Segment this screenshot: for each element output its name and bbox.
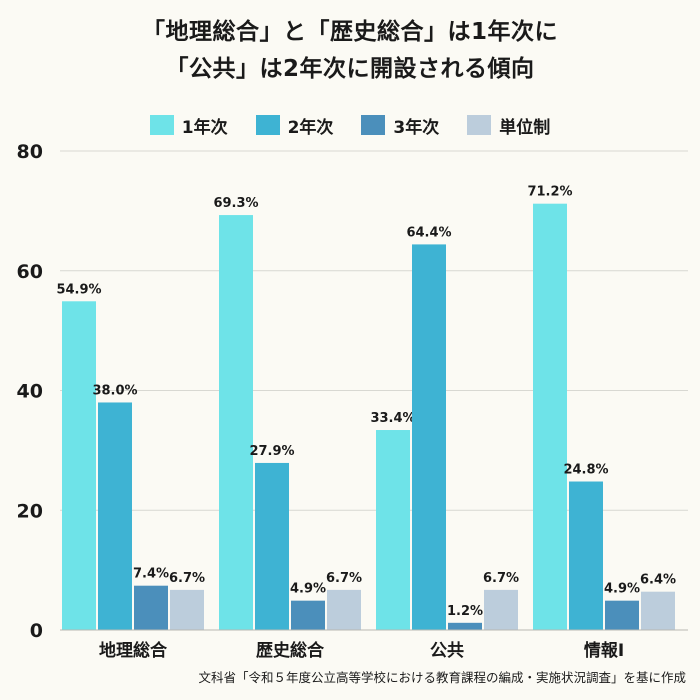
x-tick-label-1: 歴史総合 <box>256 640 325 661</box>
bar-1-2 <box>291 600 325 630</box>
bar-0-0 <box>62 301 96 630</box>
value-label-1-0: 69.3% <box>213 196 258 211</box>
value-label-0-2: 7.4% <box>133 567 169 582</box>
value-label-0-0: 54.9% <box>56 282 101 297</box>
y-tick-label-40: 40 <box>17 381 43 403</box>
value-label-3-3: 6.4% <box>640 573 676 588</box>
value-label-1-3: 6.7% <box>326 571 362 586</box>
bar-3-1 <box>569 481 603 630</box>
chart-title-line-2: 「公共」は2年次に開設される傾向 <box>165 56 535 82</box>
value-label-2-3: 6.7% <box>483 571 519 586</box>
value-label-1-1: 27.9% <box>249 444 294 459</box>
x-tick-label-3: 情報Ⅰ <box>584 640 624 661</box>
legend-swatch-credit-system <box>467 115 492 135</box>
legend-swatch-year2 <box>255 115 280 135</box>
value-label-0-3: 6.7% <box>169 571 205 586</box>
x-tick-label-0: 地理総合 <box>99 640 168 661</box>
bar-3-0 <box>533 203 567 630</box>
bar-3-3 <box>641 591 675 630</box>
value-label-1-2: 4.9% <box>290 582 326 597</box>
bar-2-0 <box>376 430 410 630</box>
legend-item-year2: 2年次 <box>255 113 334 138</box>
chart-title: 「地理総合」と「歴史総合」は1年次に 「公共」は2年次に開設される傾向 <box>0 14 700 88</box>
bar-0-3 <box>170 589 204 630</box>
value-label-3-0: 71.2% <box>527 185 572 200</box>
bar-2-3 <box>484 589 518 630</box>
x-tick-label-2: 公共 <box>430 641 464 661</box>
legend-item-year3: 3年次 <box>361 113 439 138</box>
legend-item-year1: 1年次 <box>149 113 228 138</box>
y-tick-label-20: 20 <box>17 500 43 522</box>
chart-title-line-1: 「地理総合」と「歴史総合」は1年次に <box>141 19 558 45</box>
legend-label-year3: 3年次 <box>393 117 440 138</box>
legend-label-year2: 2年次 <box>287 117 334 138</box>
legend-swatch-year3 <box>361 115 386 135</box>
bar-0-2 <box>134 585 168 630</box>
bar-2-1 <box>412 244 446 630</box>
bar-1-3 <box>327 589 361 630</box>
value-label-2-2: 1.2% <box>447 604 483 619</box>
legend-item-credit-system: 単位制 <box>467 113 550 138</box>
chart-legend: 1年次 2年次 3年次 単位制 <box>0 112 700 138</box>
bar-3-2 <box>605 600 639 630</box>
legend-label-credit-system: 単位制 <box>499 117 551 138</box>
value-label-2-0: 33.4% <box>370 411 415 426</box>
value-label-3-1: 24.8% <box>563 463 608 478</box>
bar-1-0 <box>219 215 253 630</box>
y-tick-label-0: 0 <box>30 620 43 642</box>
bar-1-1 <box>255 462 289 630</box>
value-label-3-2: 4.9% <box>604 582 640 597</box>
bar-2-2 <box>448 622 482 630</box>
y-tick-label-80: 80 <box>17 141 43 163</box>
source-note: 文科省「令和５年度公立高等学校における教育課程の編成・実施状況調査」を基に作成 <box>198 670 686 685</box>
value-label-0-1: 38.0% <box>92 383 137 398</box>
y-tick-label-60: 60 <box>17 261 43 283</box>
legend-label-year1: 1年次 <box>181 117 228 138</box>
value-label-2-1: 64.4% <box>406 225 451 240</box>
legend-swatch-year1 <box>149 115 174 135</box>
bar-0-1 <box>98 402 132 630</box>
